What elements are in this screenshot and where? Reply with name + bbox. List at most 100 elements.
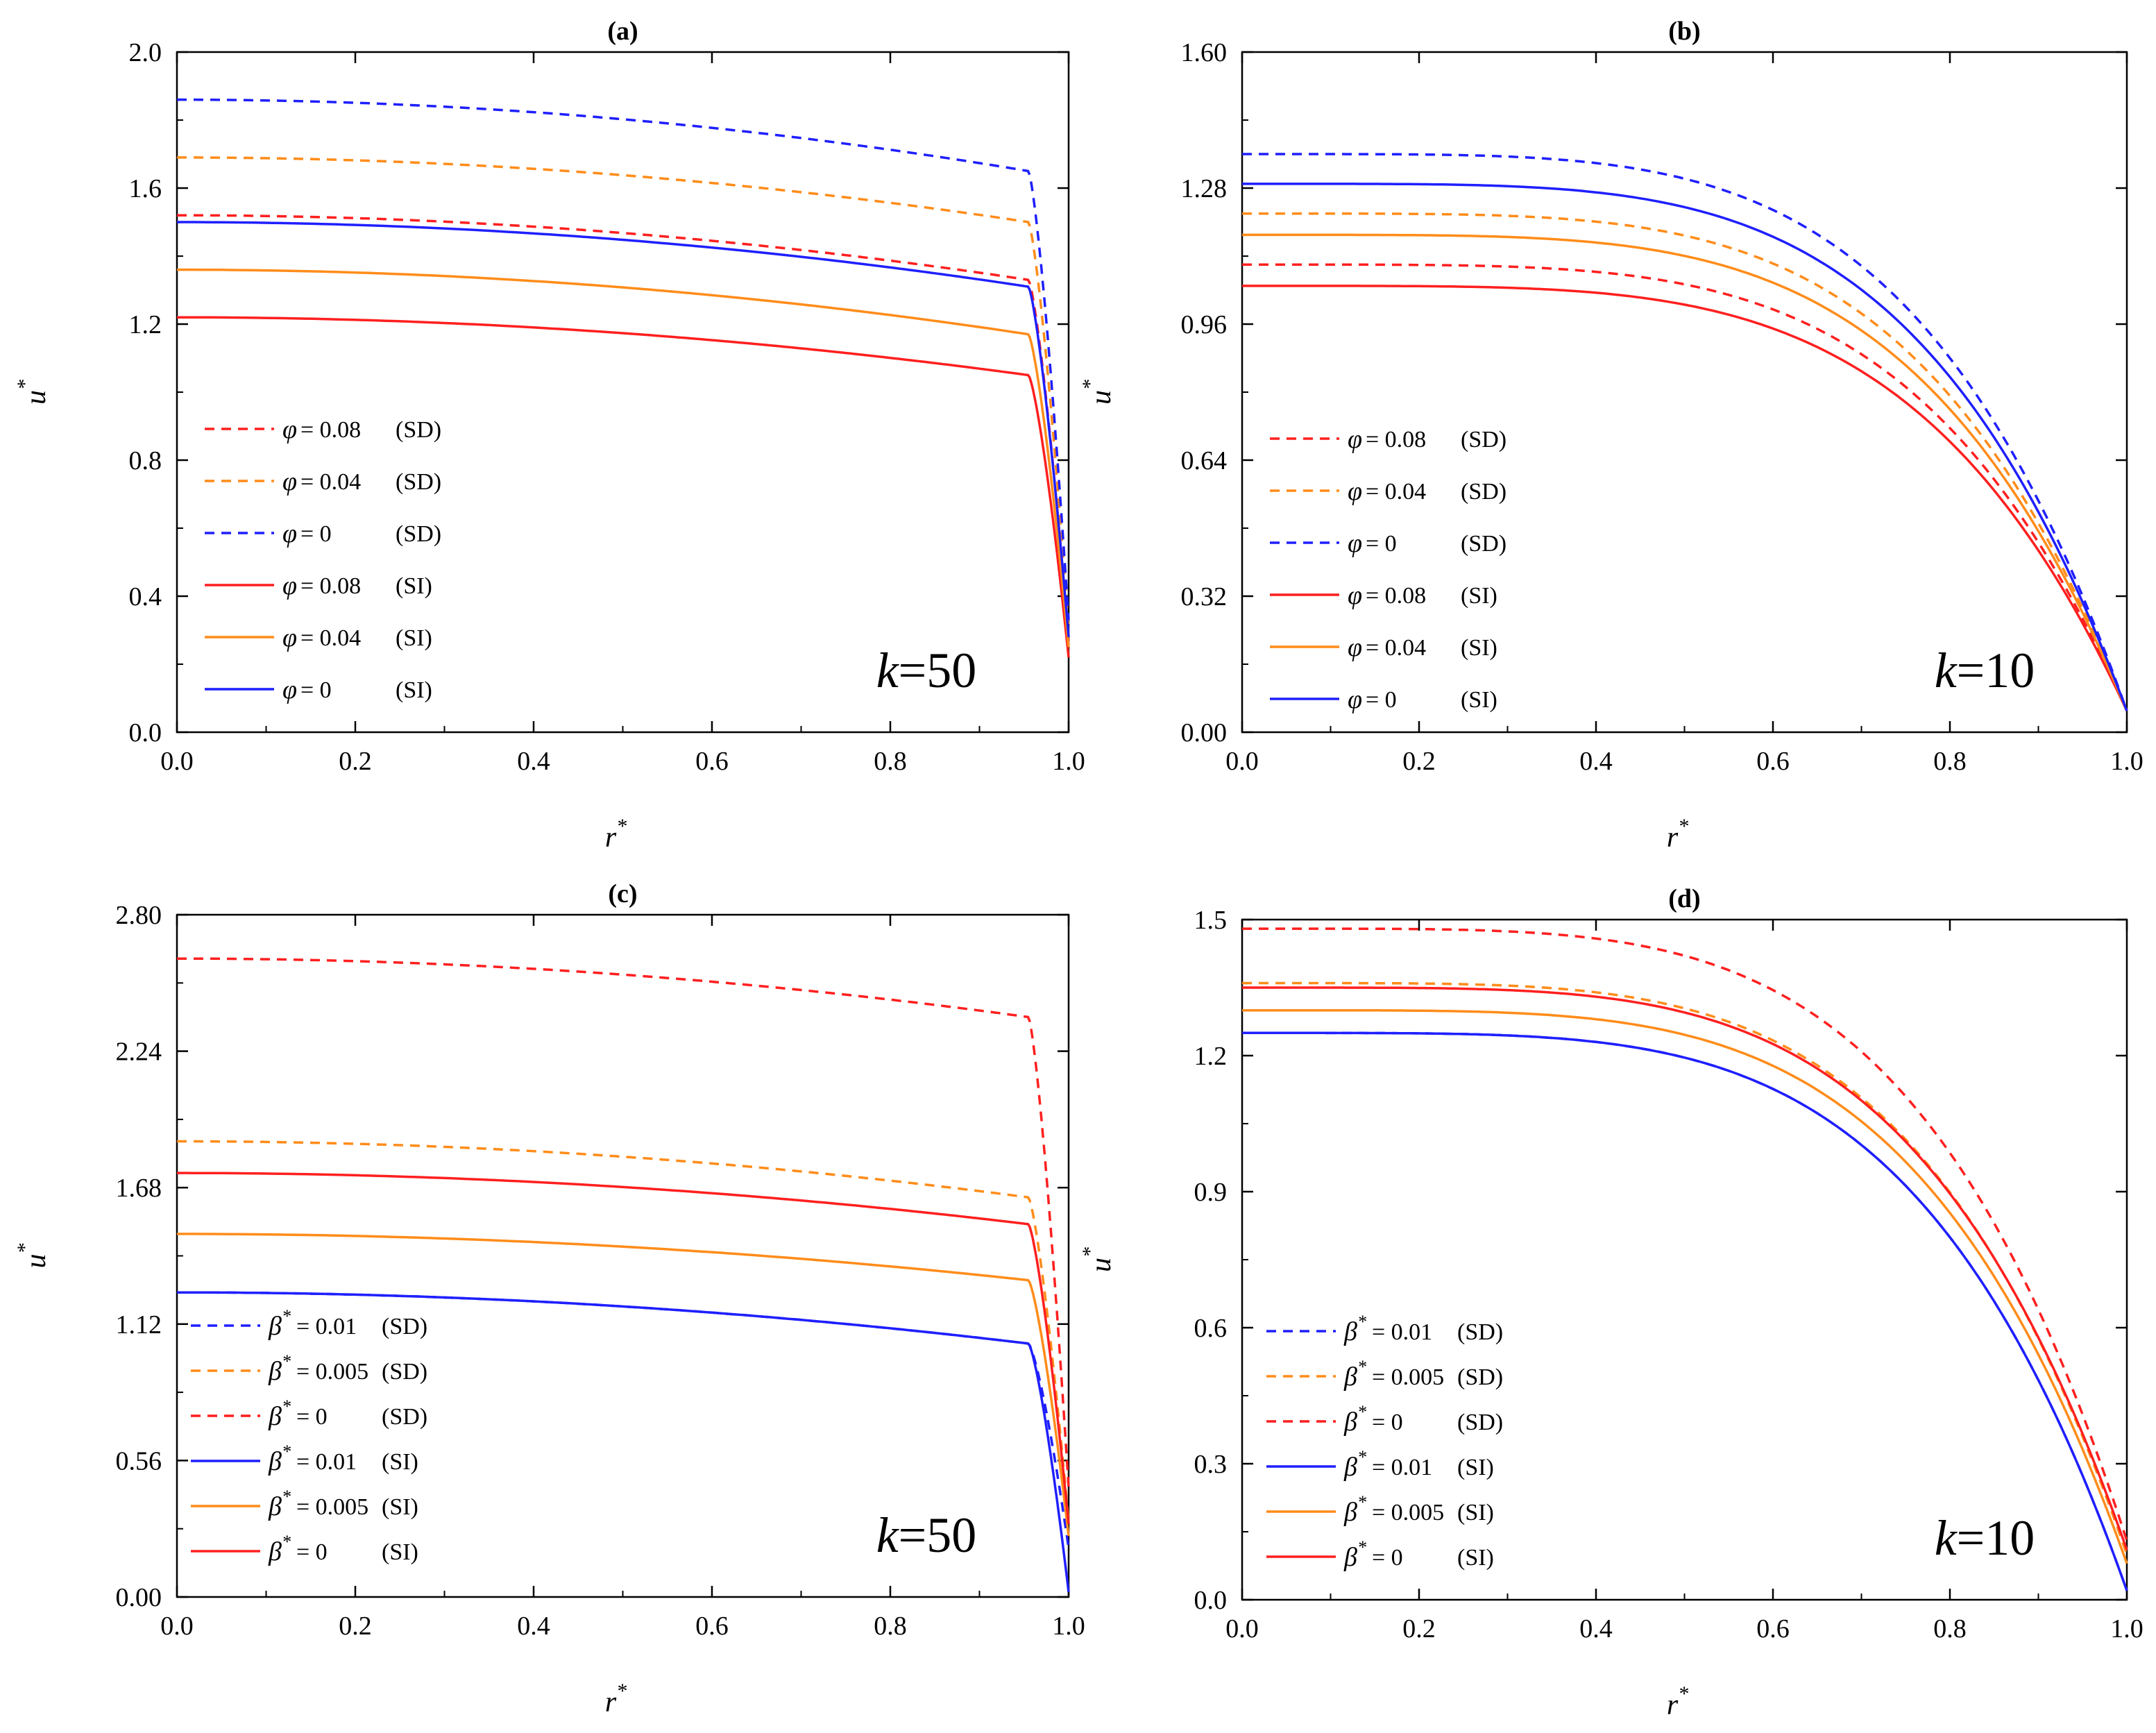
- legend-symbol-sup: *: [1357, 1312, 1366, 1332]
- k-symbol: k: [876, 1507, 900, 1563]
- x-tick-label: 0.4: [1579, 1614, 1613, 1643]
- k-annotation: k=10: [1935, 643, 2035, 698]
- series-line-4: [177, 268, 1070, 648]
- legend-symbol: φ: [1348, 685, 1362, 714]
- legend-param: = 0.005: [296, 1359, 368, 1385]
- legend-symbol: β*: [1343, 1402, 1366, 1437]
- legend-symbol: β*: [1343, 1492, 1366, 1527]
- series-line-3: [1242, 285, 2128, 712]
- y-tick-label: 0.00: [116, 1583, 162, 1612]
- chart-panel-b: 0.0 0.2 0.4 0.6 0.8 1.0 0.00 0.32 0.64 0.96 1.28 1.…: [1078, 17, 2144, 854]
- legend-symbol-sup: *: [1357, 1447, 1366, 1467]
- legend-symbol-sup: *: [282, 1442, 291, 1462]
- x-tick-label: 0.2: [1402, 1614, 1436, 1643]
- series-line-3: [1242, 1031, 2128, 1591]
- y-axis-label-sup: *: [1078, 1247, 1101, 1258]
- legend-param: = 0.04: [1366, 479, 1426, 505]
- legend-symbol: β*: [1343, 1312, 1366, 1346]
- legend-symbol-sup: *: [282, 1306, 291, 1326]
- series-line-4: [177, 1233, 1070, 1537]
- x-axis-label-sup: *: [616, 815, 627, 838]
- legend-param: = 0.01: [296, 1449, 357, 1475]
- y-tick-label: 0.96: [1181, 310, 1228, 339]
- legend-model: (SD): [1457, 1364, 1503, 1390]
- legend-symbol-sup: *: [282, 1487, 291, 1507]
- legend-symbol: φ: [1348, 529, 1362, 558]
- x-tick-label: 0.4: [517, 1612, 550, 1641]
- legend-symbol: φ: [1348, 425, 1362, 454]
- legend-model: (SI): [382, 1539, 418, 1565]
- y-tick-label: 2.24: [116, 1038, 162, 1067]
- x-tick-label: 0.6: [695, 1612, 729, 1641]
- legend-param: = 0.005: [1372, 1364, 1444, 1390]
- series-line-5: [177, 221, 1070, 637]
- legend-param: = 0.01: [1372, 1319, 1432, 1345]
- legend-model: (SD): [396, 469, 441, 495]
- x-tick-label: 0.2: [339, 747, 372, 776]
- x-tick-label: 1.0: [1052, 1612, 1085, 1641]
- x-tick-label: 0.8: [1933, 747, 1967, 776]
- series-line-3: [177, 316, 1070, 658]
- y-axis-label: u*: [1078, 380, 1117, 405]
- series-line-5: [1242, 183, 2128, 712]
- legend-symbol: β*: [268, 1487, 291, 1521]
- series-line-0: [177, 1291, 1070, 1548]
- series-line-5: [177, 1172, 1070, 1524]
- legend-symbol: β*: [1343, 1357, 1366, 1392]
- legend-param: = 0.005: [296, 1494, 368, 1520]
- legend-symbol-sup: *: [1357, 1357, 1366, 1377]
- y-tick-label: 0.9: [1194, 1178, 1228, 1207]
- panel-title: (c): [608, 879, 637, 908]
- y-axis-label: u*: [13, 380, 52, 405]
- legend-model: (SI): [396, 573, 432, 599]
- legend-model: (SI): [1457, 1545, 1494, 1571]
- legend-model: (SD): [1461, 531, 1506, 557]
- y-tick-label: 0.56: [116, 1446, 162, 1476]
- y-axis-label: u*: [13, 1244, 52, 1269]
- y-tick-label: 0.64: [1181, 446, 1228, 475]
- legend-symbol: φ: [1348, 477, 1362, 506]
- legend-model: (SI): [382, 1494, 418, 1520]
- y-tick-label: 1.28: [1181, 174, 1228, 203]
- legend-symbol: φ: [282, 415, 297, 444]
- y-tick-label: 1.6: [129, 174, 162, 203]
- legend-model: (SD): [1461, 427, 1506, 453]
- x-tick-label: 0.6: [1756, 1614, 1790, 1643]
- legend-symbol-sup: *: [1357, 1537, 1366, 1557]
- series-line-2: [1242, 153, 2128, 711]
- k-symbol: k: [1935, 643, 1958, 698]
- legend-model: (SD): [382, 1314, 427, 1339]
- x-tick-label: 0.2: [1402, 747, 1436, 776]
- y-tick-label: 0.6: [1194, 1314, 1228, 1343]
- x-axis-label: r*: [1667, 815, 1688, 854]
- legend-symbol: β*: [268, 1396, 291, 1431]
- legend-model: (SD): [382, 1404, 427, 1430]
- series-line-2: [177, 98, 1070, 620]
- legend-param: = 0.01: [296, 1314, 357, 1339]
- series-line-2: [1242, 927, 2128, 1541]
- y-tick-label: 0.0: [129, 718, 162, 747]
- legend-param: = 0.08: [300, 417, 361, 443]
- series-line-1: [177, 1140, 1070, 1522]
- panel-title: (a): [607, 17, 638, 46]
- legend-symbol: φ: [282, 675, 297, 704]
- legend-model: (SI): [1461, 635, 1497, 661]
- legend-symbol: φ: [282, 467, 297, 496]
- x-tick-label: 0.4: [517, 747, 550, 776]
- legend-symbol-sup: *: [282, 1351, 291, 1371]
- k-value: =10: [1957, 1510, 2035, 1566]
- y-tick-label: 1.60: [1181, 38, 1228, 67]
- legend-model: (SD): [1457, 1319, 1503, 1345]
- x-tick-label: 0.8: [874, 1612, 907, 1641]
- y-tick-label: 1.2: [1194, 1042, 1228, 1071]
- y-tick-label: 0.4: [129, 582, 162, 611]
- legend-symbol: β*: [268, 1532, 291, 1566]
- legend-model: (SD): [1461, 479, 1506, 505]
- chart-panel-c: 0.0 0.2 0.4 0.6 0.8 1.0 0.00 0.56 1.12 1.68 2.24 2.…: [13, 879, 1085, 1718]
- legend-model: (SI): [1457, 1500, 1494, 1525]
- legend-model: (SI): [382, 1449, 418, 1475]
- legend-symbol: β*: [1343, 1447, 1366, 1482]
- k-symbol: k: [876, 643, 900, 698]
- legend-param: = 0.08: [1366, 583, 1426, 609]
- series-line-2: [177, 957, 1070, 1487]
